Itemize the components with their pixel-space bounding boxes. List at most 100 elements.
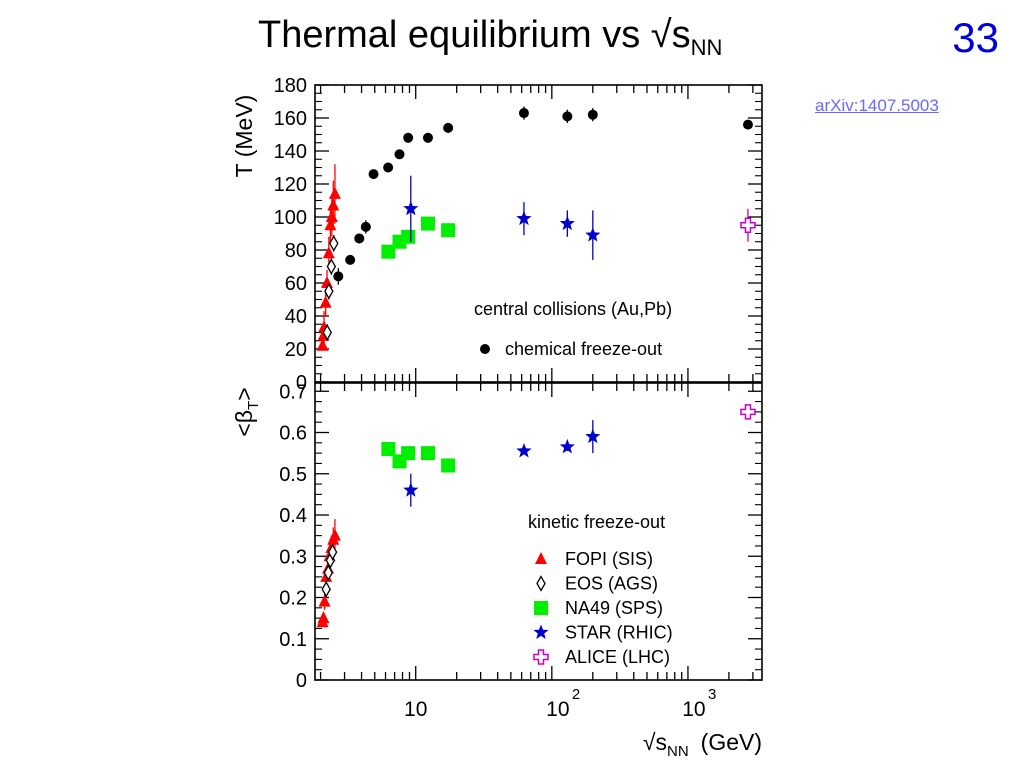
top-y-axis-label: T (MeV): [231, 95, 257, 178]
x-tick-label-exponent: 2: [572, 686, 580, 703]
top-point-diamond-open: [329, 235, 339, 252]
bottom-legend-label: ALICE (LHC): [565, 647, 670, 667]
bottom-point-star: [559, 438, 575, 454]
bottom-point-square: [441, 458, 456, 473]
top-point-square: [381, 244, 396, 259]
top-point-circle: [742, 119, 753, 130]
chart-ticks: [315, 84, 762, 681]
top-panel-frame: [314, 84, 763, 383]
slide-title-main: Thermal equilibrium vs √s: [258, 14, 691, 56]
bottom-legend-label: FOPI (SIS): [565, 549, 653, 569]
slide-title-subscript: NN: [690, 35, 723, 60]
top-y-tick-label: 160: [274, 108, 307, 130]
bottom-point-diamond-open: [323, 564, 334, 582]
top-legend-label: chemical freeze-out: [505, 339, 662, 359]
bottom-y-tick-label: 0.7: [279, 381, 307, 403]
top-y-tick-label: 0: [296, 372, 307, 394]
top-point-triangle: [325, 210, 338, 222]
bottom-y-tick-label: 0.5: [279, 464, 307, 486]
bottom-point-star: [403, 482, 419, 497]
top-point-star: [403, 200, 419, 216]
x-tick-label: 10: [404, 698, 427, 721]
top-y-tick-label: 80: [285, 240, 307, 262]
bottom-legend-label: NA49 (SPS): [565, 598, 663, 618]
bottom-point-triangle: [318, 594, 331, 607]
bottom-y-tick-label: 0.1: [279, 629, 307, 651]
top-y-tick-label: 20: [285, 339, 307, 361]
bottom-legend-label: EOS (AGS): [565, 574, 658, 594]
top-point-triangle: [319, 295, 332, 308]
top-panel-annotation: central collisions (Au,Pb): [474, 299, 672, 319]
chart-frames: [314, 84, 763, 681]
slide-number: 33: [952, 14, 999, 61]
bottom-point-cross-open: [740, 404, 756, 420]
x-axis-label: √sNN (GeV): [643, 729, 762, 760]
top-point-square: [420, 216, 435, 231]
bottom-point-star: [516, 443, 532, 458]
top-point-cross-open: [740, 217, 756, 233]
top-point-circle: [562, 111, 573, 122]
bottom-legend-marker: [536, 575, 546, 592]
bottom-panel-annotation: kinetic freeze-out: [528, 512, 665, 532]
top-point-triangle: [316, 338, 329, 351]
bottom-point-triangle: [317, 611, 330, 624]
bottom-y-tick-label: 0.3: [279, 546, 307, 568]
bottom-point-star: [585, 428, 601, 444]
bottom-point-diamond-open: [327, 543, 338, 561]
top-y-tick-label: 100: [274, 207, 307, 229]
top-point-circle: [443, 122, 454, 133]
bottom-y-axis-label: <βT>: [231, 387, 262, 436]
top-y-tick-label: 40: [285, 306, 307, 328]
x-tick-label: 10: [546, 698, 569, 721]
arxiv-link[interactable]: arXiv:1407.5003: [815, 96, 939, 115]
top-point-triangle: [328, 186, 341, 199]
top-point-circle: [422, 132, 433, 143]
top-point-star: [559, 215, 575, 231]
top-legend-marker: [480, 344, 490, 354]
slide-title: Thermal equilibrium vs √sNN: [258, 14, 722, 61]
top-y-tick-label: 180: [274, 75, 307, 97]
x-tick-label: 10: [682, 698, 705, 721]
bottom-legend-marker: [533, 624, 549, 639]
top-point-circle: [360, 221, 371, 232]
top-point-circle: [394, 149, 405, 160]
top-point-circle: [333, 271, 344, 282]
bottom-y-tick-label: 0.2: [279, 588, 307, 610]
top-point-circle: [403, 132, 414, 143]
bottom-point-square: [420, 446, 435, 461]
bottom-legend-label: STAR (RHIC): [565, 623, 673, 643]
bottom-legend-marker: [533, 649, 549, 665]
bottom-point-square: [381, 442, 396, 456]
bottom-point-diamond-open: [321, 580, 331, 598]
x-tick-label-exponent: 3: [708, 686, 716, 703]
top-point-star: [516, 210, 532, 226]
top-point-square: [401, 229, 416, 244]
top-point-square: [441, 223, 456, 238]
top-point-star: [585, 227, 601, 242]
top-point-triangle: [327, 198, 340, 211]
top-point-circle: [518, 108, 529, 119]
bottom-legend-marker: [535, 552, 547, 564]
bottom-y-tick-label: 0.4: [279, 505, 307, 527]
bottom-point-square: [401, 446, 416, 461]
top-y-tick-label: 60: [285, 273, 307, 295]
bottom-legend-marker: [534, 601, 548, 615]
top-point-circle: [368, 169, 379, 180]
top-point-triangle: [322, 246, 335, 259]
top-point-diamond-open: [322, 324, 333, 341]
bottom-point-triangle: [328, 528, 341, 541]
top-point-diamond-open: [324, 282, 334, 300]
chart-axis-labels: 0 20 40 60 80 100 120 140 160 180 0 0.1 0.2 0.3 0.4 0.5…: [231, 75, 762, 760]
chart-legends: central collisions (Au,Pb) chemical freez…: [474, 299, 673, 667]
top-point-circle: [354, 233, 365, 244]
top-point-circle: [345, 254, 356, 265]
top-point-diamond-open: [326, 258, 337, 275]
top-y-tick-label: 140: [274, 141, 307, 163]
bottom-y-tick-label: 0: [296, 670, 307, 692]
top-y-tick-label: 120: [274, 174, 307, 196]
bottom-y-tick-label: 0.6: [279, 423, 307, 445]
chart-data-marks: [316, 106, 756, 628]
top-point-circle: [587, 109, 598, 120]
top-point-circle: [383, 162, 394, 173]
